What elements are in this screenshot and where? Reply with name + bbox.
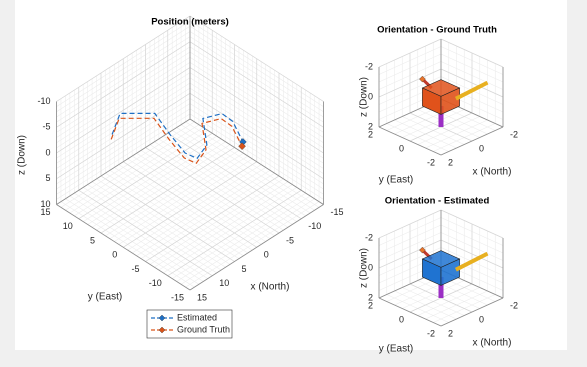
x-tick-label: -2 (510, 300, 518, 310)
y-tick-label: 0 (399, 143, 404, 153)
z-tick-label: -2 (365, 61, 373, 71)
z-tick-label: -10 (37, 96, 50, 106)
z-axis-label: z (Down) (17, 135, 28, 175)
y-tick-label: -2 (427, 328, 435, 338)
y-tick-label: -10 (149, 278, 162, 288)
y-tick-label: -5 (131, 264, 139, 274)
z-tick-label: 5 (45, 173, 50, 183)
z-tick-label: 10 (40, 199, 50, 209)
x-axis-label: x (North) (251, 282, 290, 293)
y-tick-label: 0 (112, 250, 117, 260)
page: -15-10-5051015-15-10-5051015-10-50510Pos… (0, 0, 587, 367)
y-tick-label: 5 (90, 235, 95, 245)
x-tick-label: -2 (510, 129, 518, 139)
z-tick-label: 2 (368, 292, 373, 302)
figure: -15-10-5051015-15-10-5051015-10-50510Pos… (0, 0, 587, 367)
legend-label: Estimated (177, 312, 217, 322)
z-tick-label: 2 (368, 121, 373, 131)
chart-title: Orientation - Ground Truth (377, 25, 497, 36)
legend-label: Ground Truth (177, 324, 230, 334)
y-axis-label: y (East) (88, 292, 122, 303)
chart-title: Position (meters) (151, 17, 229, 28)
z-tick-label: -2 (365, 232, 373, 242)
y-tick-label: -2 (427, 157, 435, 167)
x-tick-label: -15 (331, 207, 344, 217)
y-tick-label: 10 (63, 221, 73, 231)
x-tick-label: 10 (219, 278, 229, 288)
x-axis-label: x (North) (473, 167, 512, 178)
x-axis-label: x (North) (473, 338, 512, 349)
y-tick-label: 0 (399, 314, 404, 324)
z-tick-label: -5 (42, 122, 50, 132)
z-tick-label: 0 (45, 147, 50, 157)
x-tick-label: 0 (479, 143, 484, 153)
y-tick-label: -15 (171, 292, 184, 302)
x-tick-label: -10 (308, 221, 321, 231)
x-tick-label: 0 (264, 250, 269, 260)
x-tick-label: 2 (448, 157, 453, 167)
x-tick-label: -5 (286, 235, 294, 245)
x-tick-label: 5 (242, 264, 247, 274)
y-axis-label: y (East) (379, 175, 413, 186)
z-axis-label: z (Down) (359, 248, 370, 288)
y-axis-label: y (East) (379, 344, 413, 355)
x-tick-label: 15 (197, 292, 207, 302)
x-tick-label: 0 (479, 314, 484, 324)
chart-title: Orientation - Estimated (385, 196, 490, 207)
z-axis-label: z (Down) (359, 77, 370, 117)
x-tick-label: 2 (448, 328, 453, 338)
